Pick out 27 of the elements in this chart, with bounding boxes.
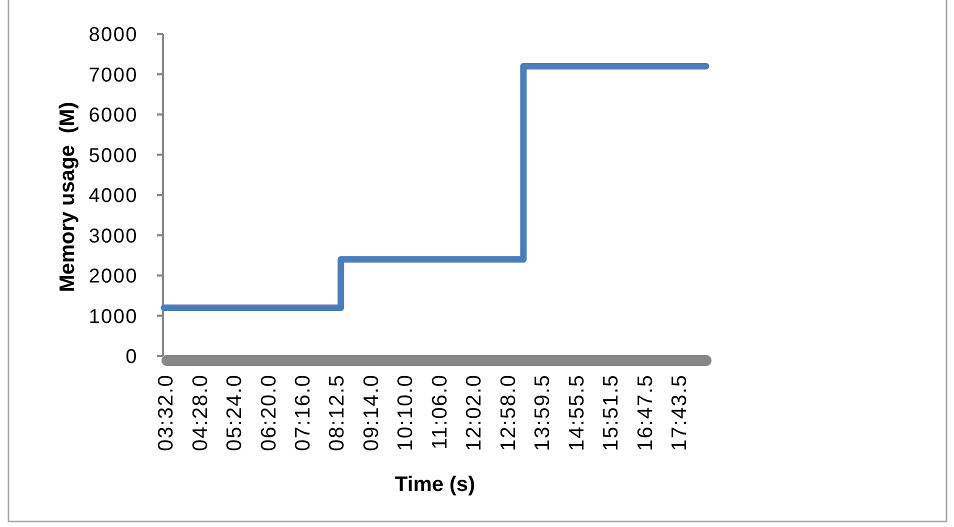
x-tick-label: 05:24.0: [223, 374, 246, 452]
y-tick-label: 6000: [88, 104, 138, 127]
x-tick-label: 06:20.0: [257, 374, 280, 452]
y-tick-label: 3000: [88, 225, 138, 248]
x-tick-label: 12:58.0: [496, 374, 520, 452]
x-tick-label: 03:32.0: [154, 374, 178, 452]
y-tick-label: 8000: [88, 24, 138, 46]
x-tick-label: 16:47.5: [634, 374, 657, 452]
x-tick-label: 10:10.0: [394, 374, 418, 452]
x-axis-title: Time (s): [394, 473, 476, 496]
x-tick-label: 09:14.0: [360, 374, 383, 452]
x-tick-label: 07:16.0: [291, 374, 314, 452]
x-tick-label: 12:02.0: [462, 374, 486, 452]
y-tick-label: 2000: [88, 266, 138, 288]
x-tick-label: 11:06.0: [428, 374, 452, 450]
x-tick-label: 14:55.5: [565, 374, 588, 452]
y-tick-label: 5000: [88, 144, 138, 167]
y-tick-label: 7000: [88, 64, 138, 86]
x-tick-label: 17:43.5: [668, 374, 692, 452]
y-tick-label: 0: [126, 346, 138, 368]
x-tick-label: 04:28.0: [188, 374, 212, 452]
x-tick-label: 13:59.5: [531, 374, 554, 452]
y-tick-label: 4000: [88, 185, 138, 208]
y-tick-label: 1000: [88, 306, 138, 328]
x-tick-label: 08:12.5: [326, 374, 349, 452]
y-axis-title: Memory usage (M): [56, 102, 79, 292]
x-tick-label: 15:51.5: [600, 374, 623, 452]
